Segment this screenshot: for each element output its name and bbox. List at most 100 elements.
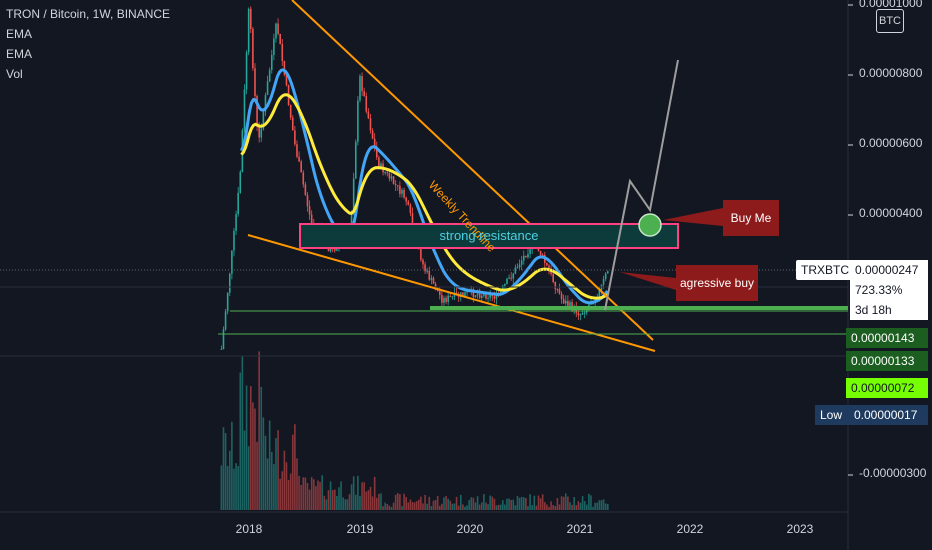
volume-bar (296, 458, 298, 510)
candle-body (514, 267, 517, 274)
candle-body (310, 214, 313, 225)
candle-body (235, 214, 237, 231)
volume-bar (270, 451, 273, 510)
candle-body (447, 295, 449, 302)
candle-body (420, 247, 422, 260)
currency-badge[interactable]: BTC (876, 9, 904, 33)
candle-body (583, 312, 586, 314)
volume-bar (382, 506, 384, 510)
candle-body (289, 104, 292, 118)
volume-bar (336, 495, 338, 510)
volume-bar (403, 493, 405, 510)
price-tick-1000: 0.00001000 (859, 0, 923, 10)
volume-bar (506, 498, 508, 510)
price-tick-800: 0.00000800 (859, 66, 923, 80)
candle-body (264, 95, 267, 112)
candle-body (333, 248, 336, 251)
indicator-volume[interactable]: Vol (6, 67, 23, 81)
volume-bar (554, 506, 557, 510)
volume-bar (361, 482, 363, 510)
candle-body (436, 290, 439, 292)
volume-bar (480, 502, 483, 510)
volume-bar (592, 506, 594, 510)
volume-bar (535, 505, 538, 510)
candle-body (577, 312, 580, 316)
volume-bar (350, 484, 353, 510)
candle-body (430, 277, 433, 280)
change-percent-tag: 723.33% (850, 280, 928, 300)
time-tick-2021: 2021 (566, 522, 594, 536)
volume-bar (262, 417, 265, 510)
candle-body (268, 70, 271, 82)
volume-bar (459, 494, 462, 510)
candle-body (546, 263, 548, 266)
resistance-zone (299, 223, 679, 249)
symbol-title[interactable]: TRON / Bitcoin, 1W, BINANCE (6, 7, 171, 21)
volume-bar (254, 408, 256, 510)
volume-bar (485, 502, 487, 510)
candle-body (501, 285, 504, 291)
volume-bar (438, 505, 441, 510)
candle-body (329, 247, 332, 252)
indicator-ema-2[interactable]: EMA (6, 47, 33, 61)
volume-bar (522, 497, 525, 510)
volume-bar (352, 476, 355, 510)
volume-bar (220, 465, 223, 510)
volume-bar (340, 481, 342, 510)
volume-bar (342, 497, 344, 510)
volume-bar (483, 494, 485, 510)
volume-bar (294, 424, 296, 510)
candle-body (252, 28, 254, 69)
candle-body (304, 184, 307, 196)
volume-bar (476, 496, 479, 510)
volume-bar (277, 430, 279, 510)
candle-body (283, 60, 286, 75)
volume-bar (344, 499, 347, 510)
candle-body (258, 126, 260, 138)
indicator-ema-1[interactable]: EMA (6, 27, 33, 41)
volume-bar (298, 475, 300, 510)
candle-body (579, 314, 582, 316)
candle-body (369, 118, 372, 131)
candle-body (291, 117, 294, 131)
candle-body (388, 173, 391, 179)
candle-body (438, 291, 441, 295)
candle-body (277, 23, 279, 34)
volume-bar (441, 503, 443, 510)
volume-bar (432, 500, 435, 510)
level-tag-143: 0.00000143 (846, 328, 928, 348)
candle-body (306, 195, 309, 207)
volume-bar (373, 476, 376, 510)
candle-body (493, 296, 496, 299)
volume-bar (575, 505, 578, 510)
candle-body (518, 264, 521, 268)
candle-body (222, 329, 225, 349)
low-value-tag: 0.00000017 (849, 405, 928, 425)
volume-bar (504, 504, 506, 510)
candle-body (510, 277, 512, 279)
candle-body (228, 273, 231, 293)
volume-bar (518, 497, 521, 510)
volume-bar (499, 504, 502, 510)
volume-bar (317, 480, 319, 510)
level-tag-072: 0.00000072 (846, 378, 928, 398)
volume-bar (237, 466, 239, 510)
volume-bar (548, 506, 550, 510)
volume-bar (241, 355, 244, 510)
candle-body (296, 144, 298, 157)
volume-bars (220, 351, 609, 510)
volume-bar (512, 499, 515, 510)
volume-bar (247, 446, 250, 510)
volume-bar (602, 499, 605, 510)
candle-body (564, 300, 567, 304)
candle-body (562, 298, 565, 304)
volume-bar (239, 372, 242, 510)
candle-body (592, 303, 594, 305)
candle-body (254, 68, 256, 96)
volume-bar (243, 430, 246, 510)
candle-body (399, 185, 401, 194)
candle-body (275, 23, 277, 39)
volume-bar (249, 386, 252, 510)
candle-body (266, 81, 269, 96)
